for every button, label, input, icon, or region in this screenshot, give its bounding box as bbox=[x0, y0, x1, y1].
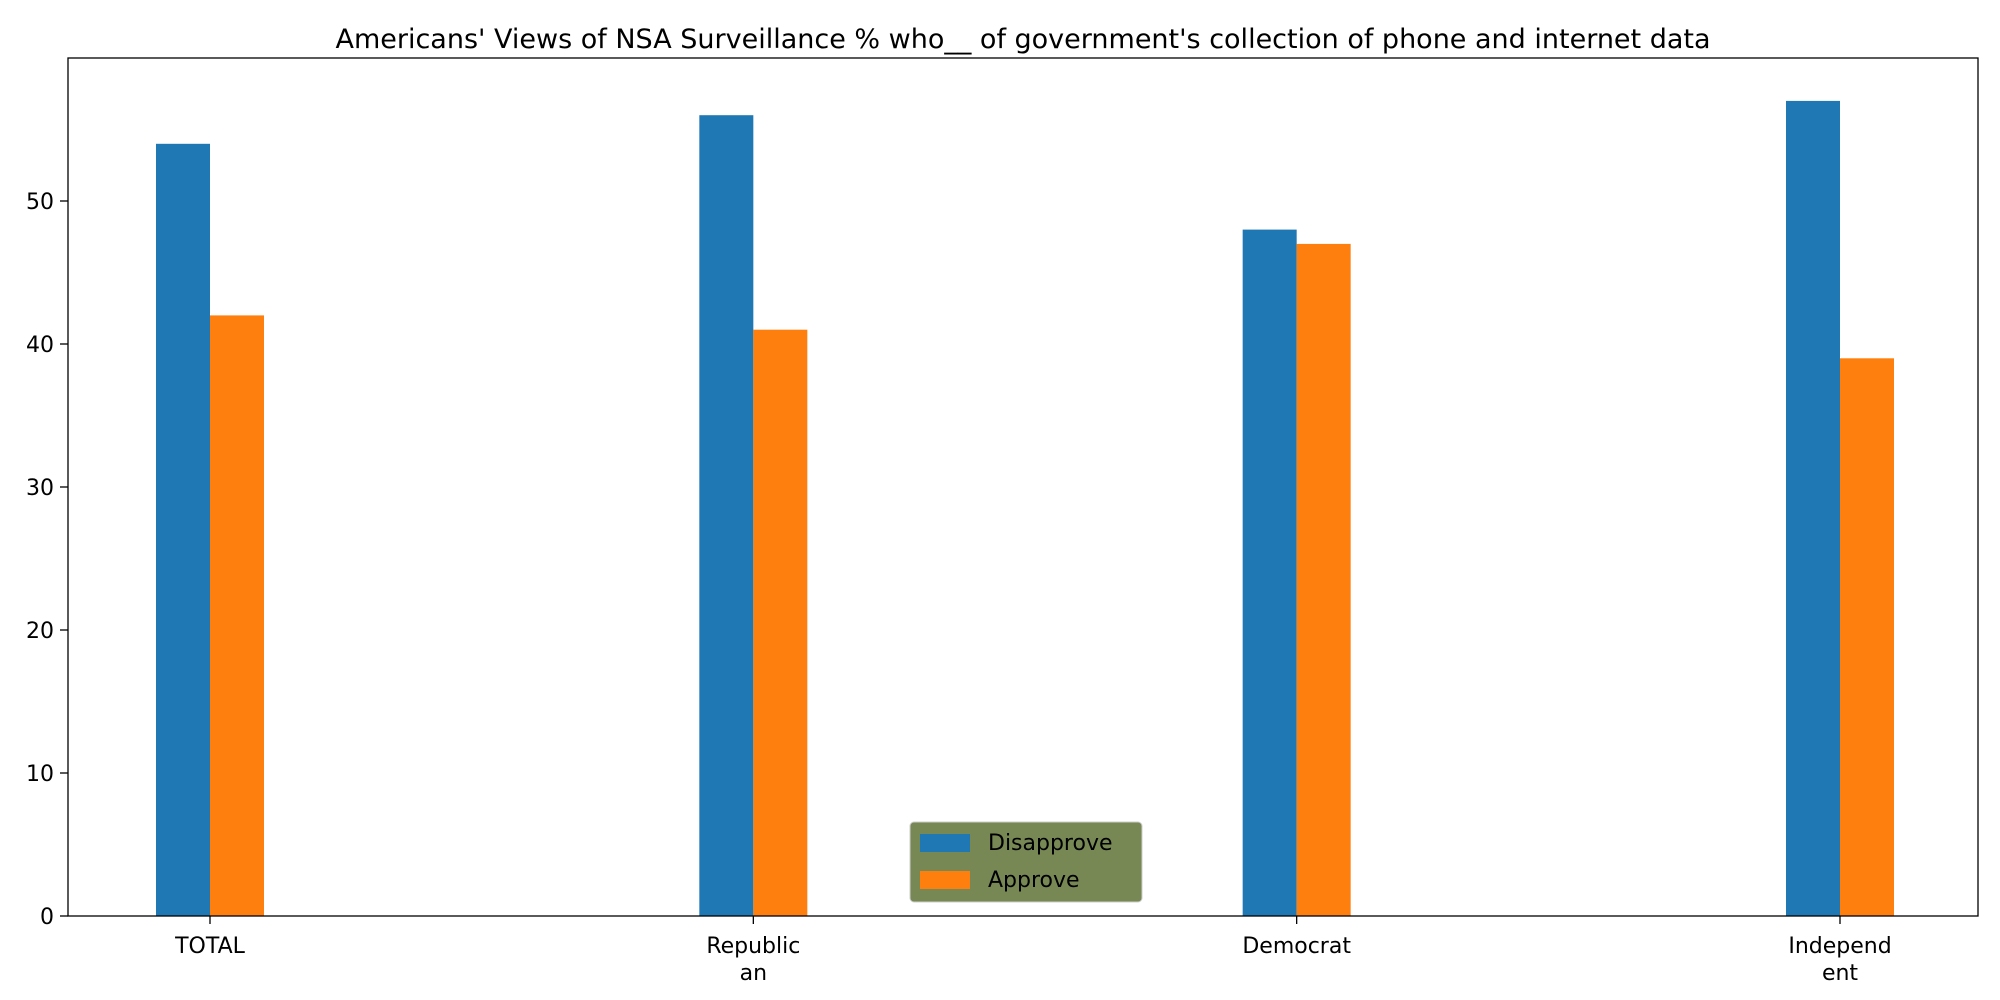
x-tick-label-1: Republic an bbox=[706, 934, 800, 986]
bar-approve-2 bbox=[1296, 243, 1351, 916]
bar-approve-3 bbox=[1840, 358, 1894, 916]
y-tick-label-4: 40 bbox=[26, 333, 54, 358]
y-tick-label-5: 50 bbox=[26, 190, 54, 215]
x-tick-label-0: TOTAL bbox=[174, 934, 246, 959]
bar-disapprove-0 bbox=[156, 143, 210, 917]
bar-disapprove-1 bbox=[699, 115, 754, 916]
legend: Disapprove Approve bbox=[909, 821, 1143, 903]
x-axis: TOTAL Republic an Democrat Independ ent bbox=[174, 916, 1892, 986]
bar-approve-1 bbox=[753, 329, 808, 916]
x-tick-label-2: Democrat bbox=[1242, 934, 1351, 959]
plot-frame bbox=[67, 57, 1979, 917]
legend-swatch-approve bbox=[920, 871, 970, 889]
bar-disapprove-3 bbox=[1786, 100, 1840, 916]
x-tick-label-3: Independ ent bbox=[1788, 934, 1891, 986]
legend-label-disapprove: Disapprove bbox=[988, 831, 1113, 856]
y-tick-label-2: 20 bbox=[26, 619, 54, 644]
legend-swatch-disapprove bbox=[920, 834, 970, 852]
legend-label-approve: Approve bbox=[988, 868, 1080, 893]
y-tick-label-0: 0 bbox=[40, 905, 54, 930]
bar-disapprove-2 bbox=[1242, 229, 1297, 917]
y-tick-label-3: 30 bbox=[26, 476, 54, 501]
y-axis: 0 10 20 30 40 50 bbox=[26, 190, 68, 930]
bars-layer bbox=[156, 100, 1894, 917]
chart-title: Americans' Views of NSA Surveillance % w… bbox=[335, 24, 1710, 55]
bar-approve-0 bbox=[210, 315, 264, 916]
y-tick-label-1: 10 bbox=[26, 762, 54, 787]
